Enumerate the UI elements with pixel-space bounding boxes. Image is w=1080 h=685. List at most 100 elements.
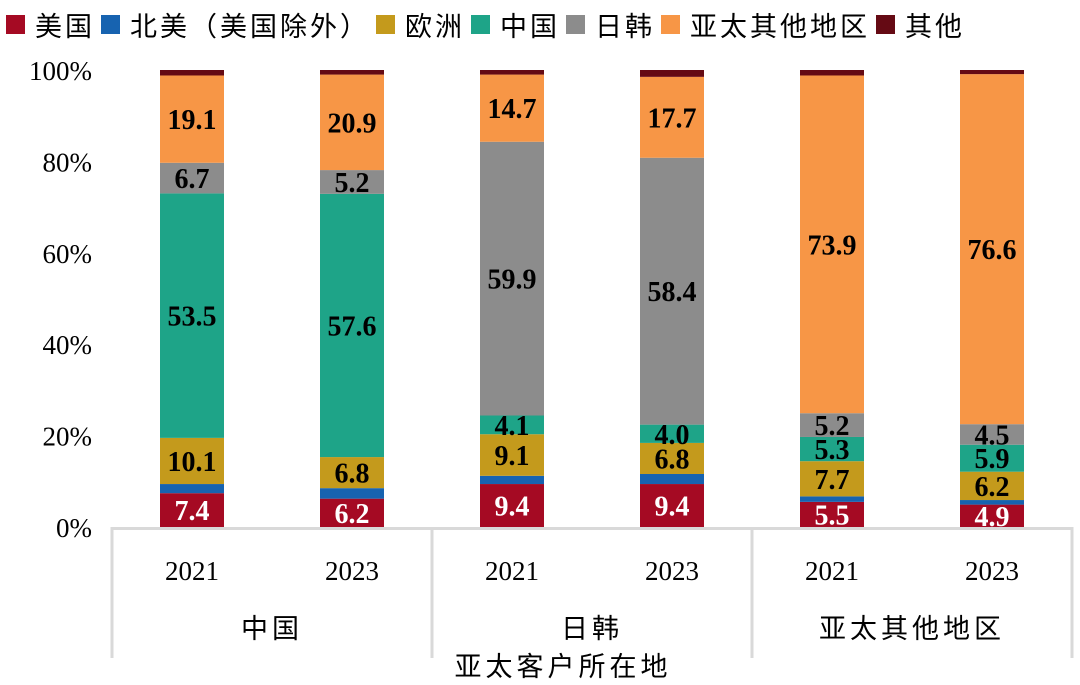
bar-segment xyxy=(960,70,1024,75)
data-label: 5.9 xyxy=(975,444,1010,475)
data-label: 4.1 xyxy=(495,411,530,442)
data-label: 9.4 xyxy=(655,492,690,523)
bar-segment xyxy=(480,141,544,416)
x-tick-label: 2021 xyxy=(805,556,859,586)
bar-segment xyxy=(800,70,864,76)
bar-segment xyxy=(960,471,1024,501)
bar-segment xyxy=(160,75,224,163)
chart-legend: 美国 北美（美国除外） 欧洲 中国 日韩 亚太其他地区 其他 xyxy=(6,6,971,42)
bar-segment xyxy=(800,501,864,527)
data-label: 76.6 xyxy=(968,235,1017,266)
bar-segment xyxy=(160,162,224,194)
data-label: 59.9 xyxy=(488,265,537,296)
data-label: 58.4 xyxy=(648,277,697,308)
legend-item: 日韩 xyxy=(566,5,655,44)
bar-segment xyxy=(160,193,224,438)
bar-segment xyxy=(960,504,1024,527)
data-label: 6.8 xyxy=(655,444,690,475)
legend-swatch xyxy=(6,14,25,34)
bar-segment xyxy=(640,76,704,158)
bar-segment xyxy=(480,415,544,435)
bar-segment xyxy=(960,500,1024,505)
data-label: 53.5 xyxy=(168,302,217,333)
bar-segment xyxy=(800,496,864,502)
legend-item: 中国 xyxy=(471,5,560,44)
legend-item: 美国 xyxy=(6,5,95,44)
legend-label: 其他 xyxy=(905,11,965,42)
bar-segment xyxy=(320,70,384,75)
legend-swatch xyxy=(471,14,490,34)
data-label: 7.4 xyxy=(175,496,210,527)
legend-label: 中国 xyxy=(500,11,560,42)
bar-segment xyxy=(640,424,704,443)
legend-label: 北美（美国除外） xyxy=(130,11,370,42)
legend-label: 亚太其他地区 xyxy=(690,11,870,42)
legend-swatch xyxy=(661,14,680,34)
data-label: 5.2 xyxy=(815,411,850,442)
bar-segment xyxy=(640,442,704,474)
group-label: 亚太其他地区 xyxy=(819,614,1005,644)
x-tick-label: 2023 xyxy=(645,556,699,586)
data-label: 5.3 xyxy=(815,435,850,466)
legend-label: 日韩 xyxy=(595,11,655,42)
data-label: 19.1 xyxy=(168,105,217,136)
bar-segment xyxy=(480,70,544,75)
y-tick-label: 0% xyxy=(56,513,92,543)
y-tick-label: 100% xyxy=(29,56,92,86)
group-label: 日韩 xyxy=(561,614,623,644)
data-label: 5.5 xyxy=(815,500,850,531)
bar-segment xyxy=(320,193,384,458)
bar-segment xyxy=(160,437,224,485)
x-axis-title: 亚太客户所在地 xyxy=(455,652,672,682)
x-tick-label: 2021 xyxy=(165,556,219,586)
legend-item: 北美（美国除外） xyxy=(101,5,370,44)
legend-item: 欧洲 xyxy=(376,5,465,44)
bar-segment xyxy=(320,170,384,194)
data-label: 17.7 xyxy=(648,103,697,134)
bar-segment xyxy=(320,74,384,171)
legend-label: 美国 xyxy=(35,11,95,42)
bar-segment xyxy=(160,70,224,76)
data-label: 6.7 xyxy=(175,164,210,195)
data-label: 7.7 xyxy=(815,465,850,496)
data-label: 4.0 xyxy=(655,420,690,451)
bar-segment xyxy=(160,493,224,527)
bar-segment xyxy=(960,424,1024,445)
data-label: 73.9 xyxy=(808,230,857,261)
y-tick-label: 20% xyxy=(43,422,93,452)
data-label: 9.4 xyxy=(495,492,530,523)
bar-segment xyxy=(480,434,544,476)
bar-segment xyxy=(960,74,1024,425)
bar-segment xyxy=(800,75,864,414)
data-label: 6.2 xyxy=(335,499,370,530)
y-tick-label: 40% xyxy=(43,330,93,360)
bar-segment xyxy=(160,484,224,494)
bar-segment xyxy=(320,457,384,489)
legend-swatch xyxy=(101,14,120,34)
legend-item: 亚太其他地区 xyxy=(661,5,870,44)
data-label: 9.1 xyxy=(495,441,530,472)
x-tick-label: 2023 xyxy=(965,556,1019,586)
bar-segment xyxy=(800,436,864,462)
data-label: 6.2 xyxy=(975,472,1010,503)
y-tick-label: 80% xyxy=(43,147,93,177)
data-label: 20.9 xyxy=(328,108,377,139)
bar-segment xyxy=(640,157,704,425)
legend-label: 欧洲 xyxy=(405,11,465,42)
bar-segment xyxy=(320,498,384,527)
bar-segment xyxy=(640,484,704,527)
bar-segment xyxy=(800,461,864,497)
bar-segment xyxy=(960,444,1024,472)
data-label: 10.1 xyxy=(168,447,217,478)
data-label: 57.6 xyxy=(328,311,377,342)
data-label: 4.5 xyxy=(975,420,1010,451)
bar-segment xyxy=(640,473,704,485)
y-tick-label: 60% xyxy=(43,239,93,269)
bar-segment xyxy=(480,475,544,485)
bar-segment xyxy=(800,413,864,437)
bar-segment xyxy=(320,488,384,499)
legend-item: 其他 xyxy=(876,5,965,44)
x-tick-label: 2023 xyxy=(325,556,379,586)
x-tick-label: 2021 xyxy=(485,556,539,586)
data-label: 5.2 xyxy=(335,168,370,199)
